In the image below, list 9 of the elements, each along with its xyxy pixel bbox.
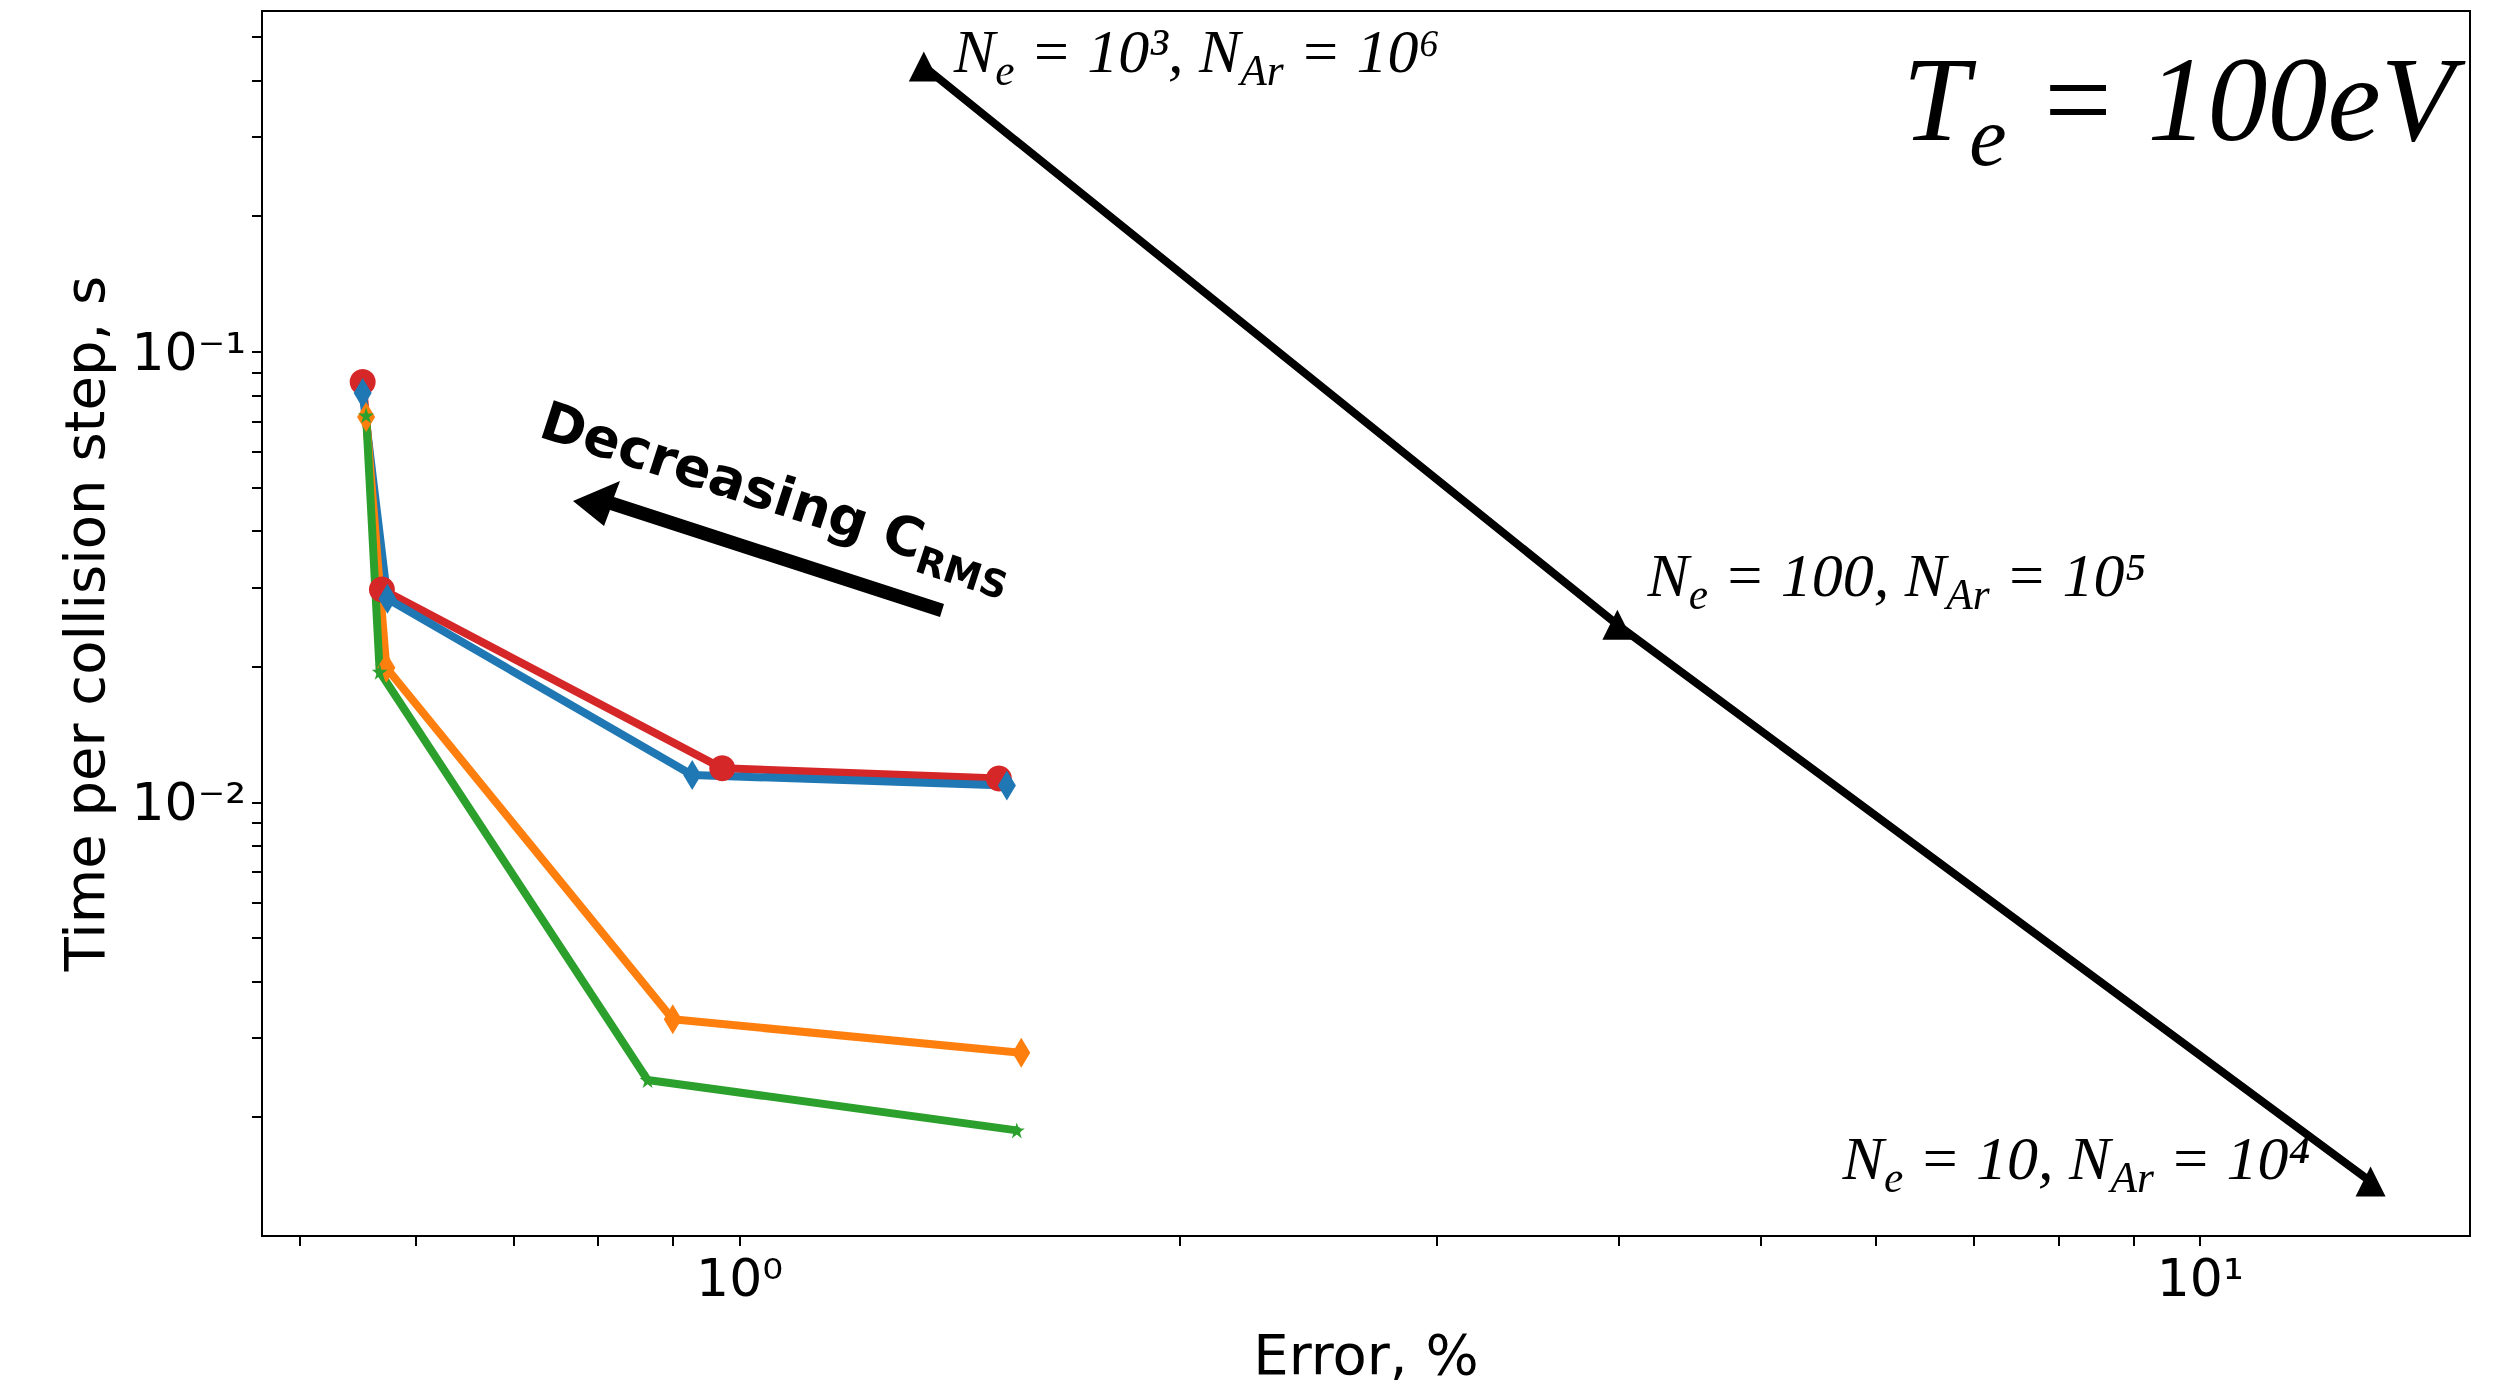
annotation: N$_{e}$ = 10, N$_{Ar}$ = 10⁴: [1842, 1123, 2311, 1202]
x-tick-label: 10⁰: [696, 1248, 784, 1308]
annotation: N$_{e}$ = 10³, N$_{Ar}$ = 10⁶: [953, 17, 1441, 95]
y-axis-title: Time per collision step, s: [51, 275, 117, 973]
y-tick-label: 10⁻²: [131, 772, 246, 833]
x-tick-label: 10¹: [2156, 1248, 2244, 1308]
annotation: N$_{e}$ = 100, N$_{Ar}$ = 10⁵: [1647, 541, 2147, 619]
y-tick-label: 10⁻¹: [131, 321, 246, 382]
x-axis-title: Error, %: [1253, 1321, 1479, 1387]
